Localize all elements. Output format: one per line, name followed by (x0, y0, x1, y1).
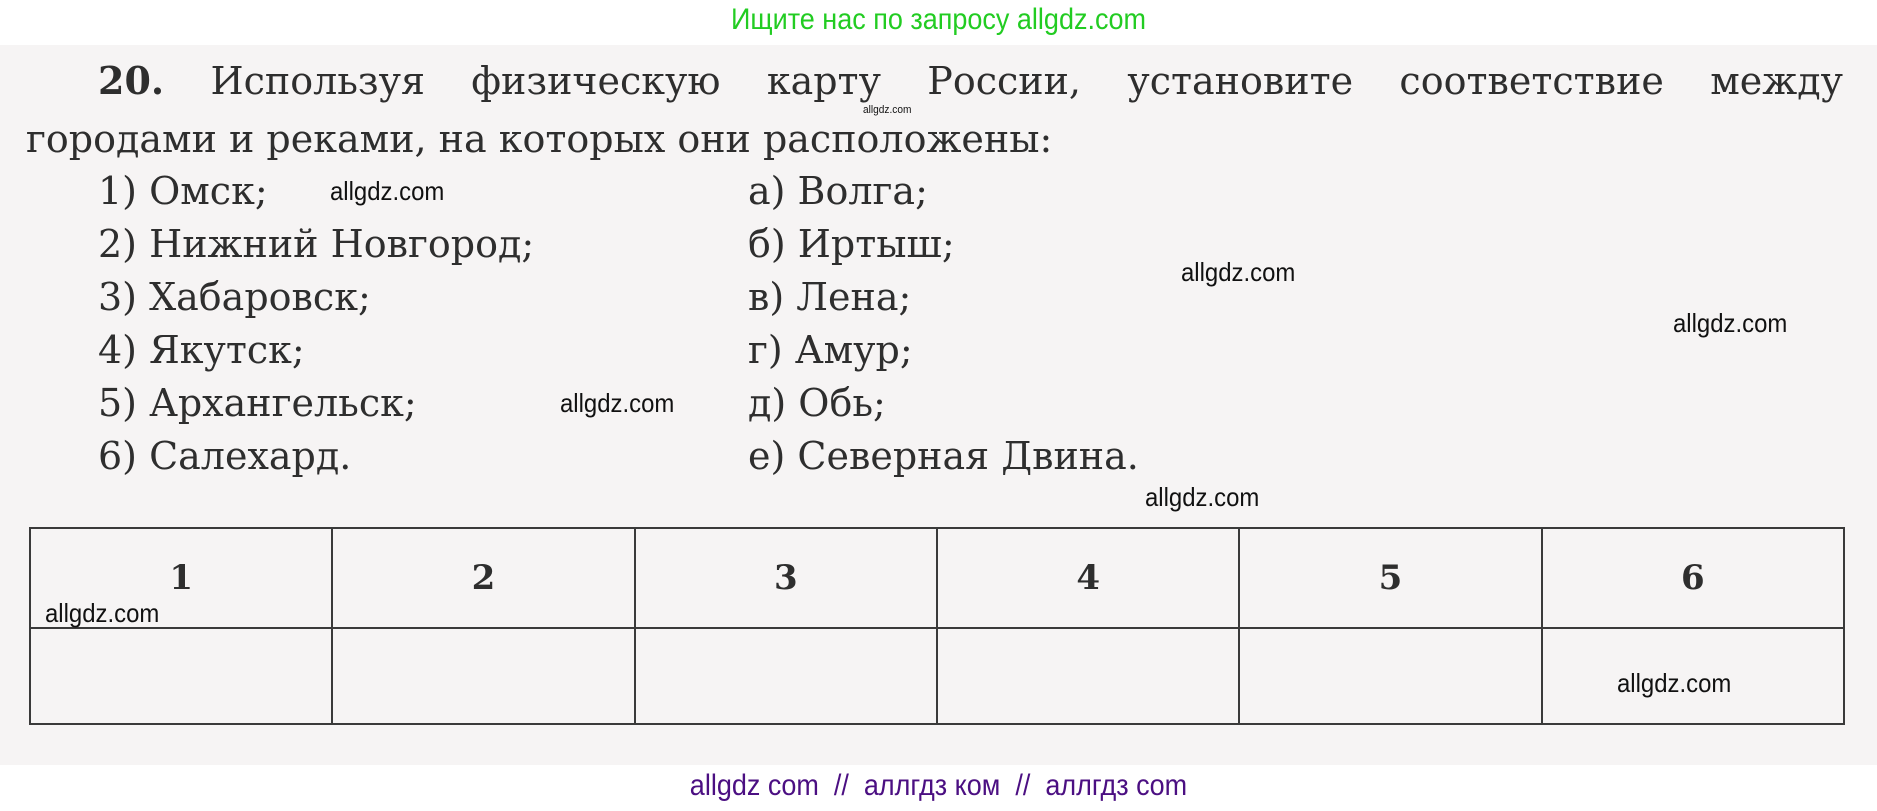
river-item: г) Амур; (748, 328, 913, 372)
city-item: 6) Салехард. (98, 434, 352, 478)
footer-watermark: allgdz com // аллгдз ком // аллгдз com (689, 769, 1188, 802)
header-cell: 6 (1540, 527, 1846, 629)
city-item: 1) Омск; (98, 169, 268, 213)
river-item: в) Лена; (748, 275, 912, 319)
task-text-1: Используя физическую карту России, устан… (210, 59, 1843, 103)
watermark: allgdz.com (1673, 308, 1788, 338)
city-item: 5) Архангельск; (98, 381, 417, 425)
search-hint-banner: Ищите нас по запросу allgdz.com (731, 3, 1146, 36)
watermark: allgdz.com (1145, 482, 1260, 512)
header-cell: 1 (28, 527, 334, 629)
river-item: б) Иртыш; (748, 222, 955, 266)
answer-table-header-row: 1 2 3 4 5 6 (28, 527, 1846, 629)
answer-cell[interactable] (331, 627, 636, 725)
answer-cell[interactable] (633, 627, 938, 725)
answer-cell[interactable] (28, 627, 334, 725)
task-number: 20. (98, 58, 165, 103)
city-item: 4) Якутск; (98, 328, 305, 372)
answer-table-answer-row (28, 627, 1846, 725)
header-cell: 3 (633, 527, 938, 629)
answer-cell[interactable] (1540, 627, 1846, 725)
watermark: allgdz.com (45, 598, 160, 628)
river-item: а) Волга; (748, 169, 928, 213)
answer-table: 1 2 3 4 5 6 (28, 527, 1846, 725)
river-item: е) Северная Двина. (748, 434, 1139, 478)
answer-cell[interactable] (1238, 627, 1543, 725)
watermark: allgdz.com (330, 176, 445, 206)
header-cell: 4 (935, 527, 1241, 629)
watermark: allgdz.com (863, 104, 912, 116)
header-cell: 2 (331, 527, 636, 629)
answer-cell[interactable] (935, 627, 1241, 725)
city-item: 2) Нижний Новгород; (98, 222, 535, 266)
task-line-2: городами и реками, на которых они распол… (26, 117, 1053, 161)
watermark: allgdz.com (1181, 257, 1296, 287)
watermark: allgdz.com (1617, 668, 1732, 698)
watermark: allgdz.com (560, 388, 675, 418)
header-cell: 5 (1238, 527, 1543, 629)
task-line-1: 20. Используя физическую карту России, у… (98, 58, 1843, 103)
river-item: д) Обь; (748, 381, 886, 425)
city-item: 3) Хабаровск; (98, 275, 371, 319)
